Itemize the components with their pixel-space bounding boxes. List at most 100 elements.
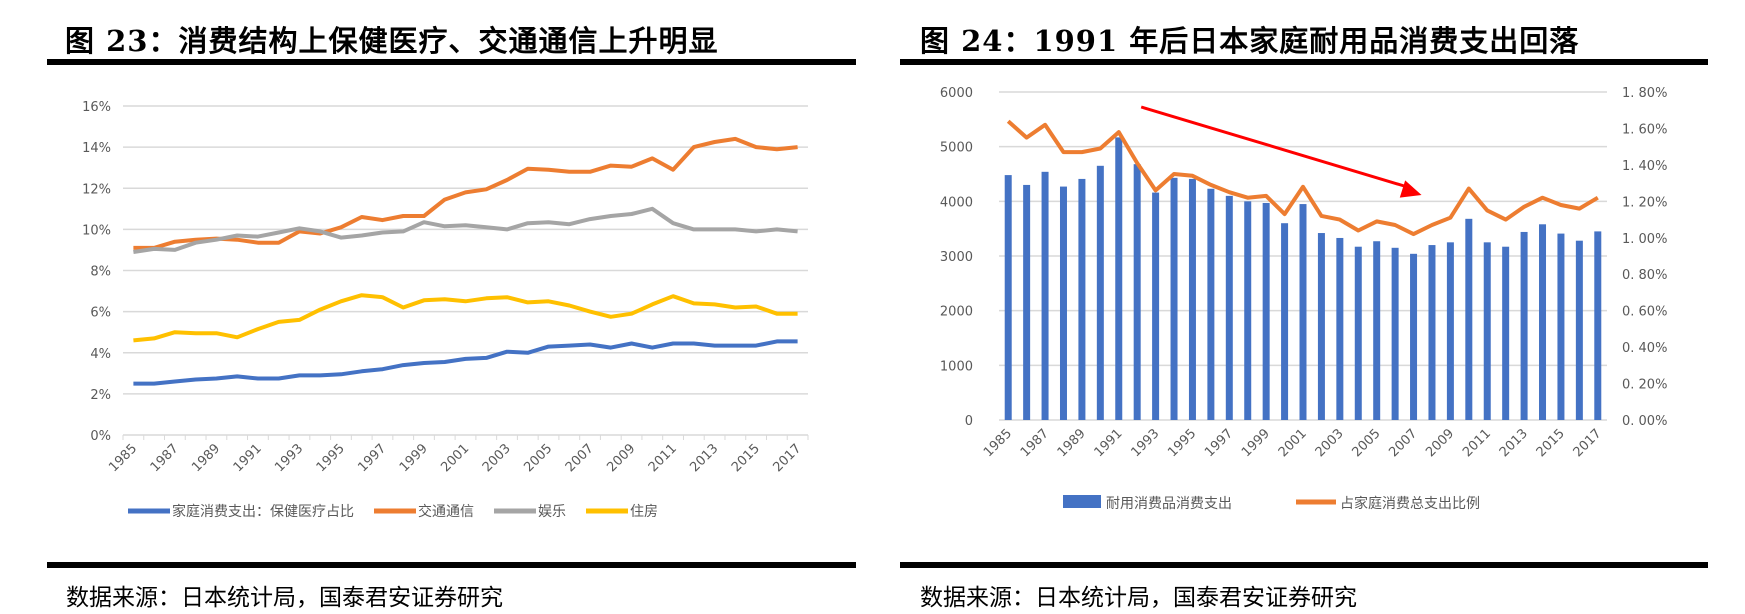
y-left-tick-label: 5000	[940, 141, 973, 156]
legend-label: 交通通信	[418, 503, 474, 520]
left-title-rule	[47, 59, 856, 65]
y-right-tick-label: 0. 20%	[1622, 378, 1667, 393]
bar	[1262, 202, 1270, 420]
x-tick-label: 1987	[1018, 426, 1052, 460]
trend-arrow-line	[1140, 105, 1408, 189]
bar	[1575, 240, 1583, 420]
x-tick-label: 2011	[646, 441, 680, 475]
left-source-note: 数据来源：日本统计局，国泰君安证券研究	[66, 585, 503, 611]
trend-arrow-head	[1399, 180, 1422, 198]
x-tick-label: 2013	[687, 441, 721, 475]
bar	[1059, 186, 1067, 420]
x-tick-label: 1993	[1128, 426, 1162, 460]
y-tick-label: 4%	[90, 347, 111, 362]
bar	[1170, 177, 1178, 420]
x-tick-label: 2007	[1386, 426, 1420, 460]
bar	[1096, 165, 1104, 420]
bar	[1299, 204, 1307, 420]
x-tick-label: 2007	[563, 441, 597, 475]
x-tick-label: 2009	[1423, 426, 1457, 460]
x-tick-label: 2005	[1350, 426, 1384, 460]
y-right-tick-label: 1. 40%	[1622, 159, 1667, 174]
bar	[1446, 242, 1454, 420]
x-tick-label: 2017	[770, 441, 804, 475]
x-tick-label: 1989	[189, 441, 223, 475]
x-tick-label: 1997	[355, 441, 389, 475]
y-tick-label: 6%	[90, 306, 111, 321]
legend-label: 娱乐	[538, 504, 566, 520]
bar	[1391, 247, 1399, 420]
series-line	[133, 339, 798, 386]
y-right-tick-label: 1. 20%	[1622, 195, 1667, 210]
bar	[1354, 246, 1362, 420]
x-tick-label: 2013	[1497, 426, 1531, 460]
legend-label: 耐用消费品消费支出	[1106, 496, 1232, 512]
x-tick-label: 1995	[314, 441, 348, 475]
bar	[1207, 188, 1215, 420]
y-right-tick-label: 0. 60%	[1622, 305, 1667, 320]
y-right-tick-label: 1. 00%	[1622, 232, 1667, 247]
x-tick-label: 2009	[604, 441, 638, 475]
x-tick-label: 2003	[480, 441, 514, 475]
bar	[1502, 246, 1510, 420]
bar	[1133, 164, 1141, 420]
legend-swatch	[1063, 495, 1101, 508]
legend-label: 住房	[630, 504, 658, 520]
x-tick-label: 1985	[981, 426, 1015, 460]
y-tick-label: 2%	[90, 388, 111, 403]
right-source-note: 数据来源：日本统计局，国泰君安证券研究	[920, 585, 1357, 611]
bar	[1557, 233, 1565, 420]
x-tick-label: 1987	[148, 441, 182, 475]
legend-label: 家庭消费支出：保健医疗占比	[172, 503, 354, 520]
bar	[1281, 223, 1289, 420]
series-line	[1006, 119, 1599, 237]
bar	[1004, 175, 1012, 420]
bar	[1410, 253, 1418, 420]
bar	[1373, 241, 1381, 420]
x-tick-label: 1991	[231, 441, 265, 475]
x-tick-label: 1999	[1239, 426, 1273, 460]
y-tick-label: 0%	[90, 429, 111, 444]
y-tick-label: 16%	[82, 100, 111, 115]
y-right-tick-label: 1. 60%	[1622, 122, 1667, 137]
bar	[1336, 237, 1344, 420]
series-line	[133, 293, 798, 343]
series-line	[133, 206, 798, 254]
left-figure-title: 图 23：消费结构上保健医疗、交通通信上升明显	[65, 24, 719, 58]
y-right-tick-label: 0. 00%	[1622, 414, 1667, 429]
x-tick-label: 2017	[1571, 426, 1605, 460]
bar	[1520, 231, 1528, 420]
y-tick-label: 10%	[82, 223, 111, 238]
x-tick-label: 2001	[1276, 426, 1310, 460]
y-left-tick-label: 0	[965, 414, 973, 429]
y-left-tick-label: 1000	[940, 359, 973, 374]
x-tick-label: 1999	[397, 441, 431, 475]
bar	[1188, 178, 1196, 420]
y-tick-label: 12%	[82, 182, 111, 197]
y-tick-label: 8%	[90, 265, 111, 280]
bar	[1152, 192, 1160, 420]
bar	[1483, 242, 1491, 420]
right-figure-title: 图 24：1991 年后日本家庭耐用品消费支出回落	[920, 24, 1580, 58]
y-right-tick-label: 0. 40%	[1622, 341, 1667, 356]
x-tick-label: 2011	[1460, 426, 1494, 460]
right-title-rule	[900, 59, 1708, 65]
x-tick-label: 2003	[1313, 426, 1347, 460]
x-tick-label: 1997	[1202, 426, 1236, 460]
legend-label: 占家庭消费总支出比例	[1340, 495, 1480, 512]
y-right-tick-label: 0. 80%	[1622, 268, 1667, 283]
x-tick-label: 1993	[272, 441, 306, 475]
right-bottom-rule	[900, 562, 1708, 568]
y-left-tick-label: 2000	[940, 305, 973, 320]
x-tick-label: 1989	[1055, 426, 1089, 460]
bar	[1244, 201, 1252, 420]
series-line	[133, 136, 798, 250]
x-tick-label: 2005	[521, 441, 555, 475]
x-tick-label: 2015	[729, 441, 763, 475]
y-right-tick-label: 1. 80%	[1622, 86, 1667, 101]
bar	[1539, 224, 1547, 420]
y-left-tick-label: 3000	[940, 250, 973, 265]
y-left-tick-label: 4000	[940, 195, 973, 210]
x-tick-label: 2015	[1534, 426, 1568, 460]
